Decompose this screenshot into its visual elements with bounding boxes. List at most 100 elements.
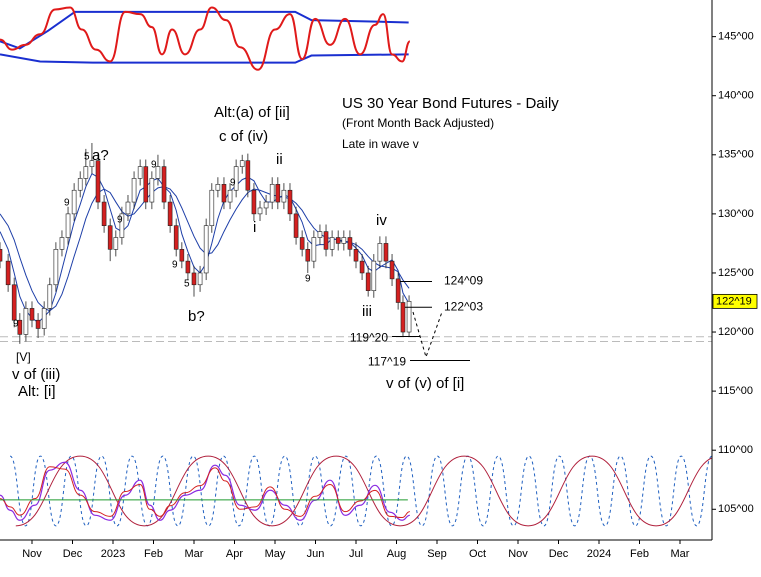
candle-body — [0, 249, 3, 262]
candle-body — [23, 308, 29, 335]
y-tick-label: 125^00 — [718, 267, 754, 279]
candle-body — [215, 184, 221, 191]
level-label: 117^19 — [368, 355, 406, 369]
candle-body — [335, 237, 341, 244]
wave-label: b? — [188, 308, 205, 325]
level-label: 124^09 — [444, 274, 483, 288]
candle-body — [119, 213, 125, 238]
candle-body — [341, 237, 347, 244]
last-price-label: 122^19 — [716, 295, 752, 307]
level-label: 119^20 — [350, 331, 388, 345]
candle-body — [35, 319, 41, 329]
candle-body — [149, 178, 155, 203]
count: 9 — [230, 178, 236, 189]
candle-body — [257, 207, 263, 215]
candle-body — [197, 272, 203, 286]
candle-body — [353, 249, 359, 262]
candle-body — [89, 160, 95, 167]
candle-body — [406, 301, 412, 333]
series-line — [0, 6, 411, 71]
y-tick-label: 120^00 — [718, 326, 754, 338]
candle-body — [167, 201, 173, 226]
x-tick-label: Oct — [469, 548, 486, 560]
series-line — [0, 53, 409, 64]
candle-body — [221, 184, 227, 203]
candle-body — [263, 201, 269, 209]
candle-body — [5, 260, 11, 286]
candle-body — [161, 166, 167, 203]
count: 5 — [184, 279, 190, 290]
wave-label: a? — [92, 147, 109, 164]
note: Late in wave v — [342, 137, 419, 151]
count: 9 — [117, 215, 123, 226]
candle-body — [359, 260, 365, 274]
candle-body — [269, 184, 275, 203]
x-tick-label: May — [265, 548, 286, 560]
candle-body — [59, 237, 65, 250]
candle-body — [293, 213, 299, 238]
y-tick-label: 105^00 — [718, 503, 754, 515]
candle-body — [233, 166, 239, 191]
x-tick-label: Mar — [671, 548, 690, 560]
series-line — [0, 10, 409, 50]
candle-body — [245, 160, 251, 191]
y-tick-label: 115^00 — [718, 385, 753, 397]
x-tick-label: Nov — [22, 548, 42, 560]
y-tick-label: 130^00 — [718, 208, 754, 220]
candle-body — [371, 260, 377, 291]
candle-body — [131, 178, 137, 203]
wave-label: v of (iii) — [12, 366, 60, 383]
candle-body — [101, 201, 107, 226]
candle-body — [137, 166, 143, 179]
candle-body — [383, 243, 389, 262]
candle-body — [83, 166, 89, 179]
wave-label: Alt:(a) of [ii] — [214, 104, 290, 121]
candle-body — [203, 225, 209, 274]
level-label: 122^03 — [444, 299, 483, 313]
candle-body — [239, 160, 245, 167]
candle-body — [311, 237, 317, 262]
candle-body — [287, 189, 293, 215]
x-tick-label: Aug — [387, 548, 407, 560]
candle-body — [305, 249, 311, 262]
x-tick-label: 2024 — [587, 548, 611, 560]
candle-body — [113, 237, 119, 250]
wave-label: v of (v) of [i] — [386, 375, 464, 392]
count: 9 — [151, 160, 157, 171]
candle-body — [11, 284, 17, 321]
candle-body — [77, 178, 83, 191]
x-tick-label: Nov — [508, 548, 528, 560]
wave-label: ii — [276, 151, 283, 168]
wave-label: iv — [376, 212, 387, 229]
candle-body — [329, 237, 335, 250]
x-tick-label: Feb — [630, 548, 649, 560]
x-tick-label: Feb — [144, 548, 163, 560]
candle-body — [143, 166, 149, 203]
candle-body — [107, 225, 113, 250]
candle-body — [53, 249, 59, 286]
candle-body — [125, 201, 131, 215]
candle-body — [227, 189, 233, 203]
y-tick-label: 145^00 — [718, 31, 754, 43]
candle-body — [281, 189, 287, 203]
chart-title: US 30 Year Bond Futures - Daily — [342, 95, 559, 112]
projection — [412, 311, 443, 359]
count: 5 — [84, 152, 90, 163]
candle-body — [299, 237, 305, 250]
x-tick-label: Jul — [349, 548, 363, 560]
count: 9 — [64, 198, 70, 209]
y-tick-label: 135^00 — [718, 149, 754, 161]
wave-label: c of (iv) — [219, 128, 268, 145]
candle-body — [47, 284, 53, 309]
candle-body — [29, 308, 35, 321]
wave-label: i — [253, 219, 256, 236]
candle-body — [173, 225, 179, 250]
candle-body — [185, 260, 191, 274]
count: 9 — [305, 274, 311, 285]
candle-body — [191, 272, 197, 286]
candle-body — [389, 260, 395, 280]
wave-label: [V] — [16, 350, 31, 364]
candle-body — [275, 184, 281, 203]
plot-area — [0, 6, 712, 527]
